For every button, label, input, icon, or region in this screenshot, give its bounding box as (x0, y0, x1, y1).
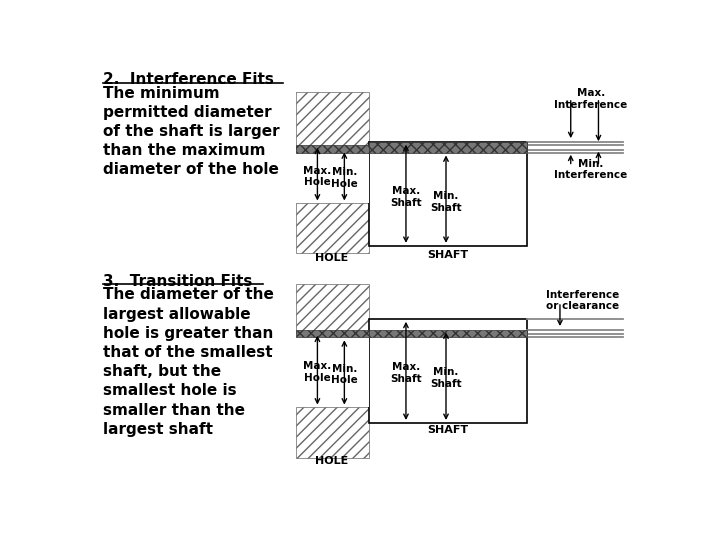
Bar (369, 330, 527, 338)
Text: SHAFT: SHAFT (427, 249, 468, 260)
Text: Min.
Shaft: Min. Shaft (430, 367, 462, 389)
Bar (296, 330, 369, 338)
Text: Max.
Interference: Max. Interference (554, 88, 627, 110)
Text: 3.  Transition Fits: 3. Transition Fits (104, 274, 253, 289)
Bar (296, 408, 369, 457)
Text: Max.
Hole: Max. Hole (303, 361, 331, 383)
Text: HOLE: HOLE (315, 253, 348, 264)
Bar (296, 145, 369, 153)
Bar (296, 284, 369, 334)
Text: Max.
Shaft: Max. Shaft (390, 362, 422, 383)
Text: HOLE: HOLE (315, 456, 348, 466)
Text: SHAFT: SHAFT (427, 425, 468, 435)
Bar (369, 142, 527, 246)
Bar (296, 204, 369, 253)
Bar (296, 150, 369, 204)
Bar (296, 92, 369, 150)
Text: Min.
Hole: Min. Hole (331, 363, 358, 385)
Text: The diameter of the
largest allowable
hole is greater than
that of the smallest
: The diameter of the largest allowable ho… (104, 287, 274, 437)
Text: Min.
Hole: Min. Hole (331, 167, 358, 189)
Bar (296, 334, 369, 408)
Text: Min.
Shaft: Min. Shaft (430, 191, 462, 213)
Bar (369, 319, 527, 423)
Text: Max.
Shaft: Max. Shaft (390, 186, 422, 208)
Text: 2.  Interference Fits: 2. Interference Fits (104, 72, 274, 87)
Text: Min.
Interference: Min. Interference (554, 159, 627, 180)
Text: Interference
or clearance: Interference or clearance (546, 289, 620, 311)
Text: The minimum
permitted diameter
of the shaft is larger
than the maximum
diameter : The minimum permitted diameter of the sh… (104, 85, 280, 177)
Bar (369, 142, 527, 153)
Text: Max.
Hole: Max. Hole (303, 166, 331, 187)
